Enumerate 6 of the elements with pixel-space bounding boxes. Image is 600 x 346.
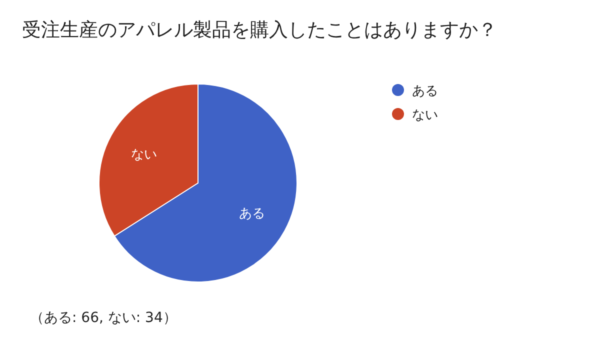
chart-title: 受注生産のアパレル製品を購入したことはありますか？	[22, 19, 497, 41]
legend-label: ない	[412, 108, 438, 123]
slice-label: ない	[131, 147, 158, 162]
legend-label: ある	[412, 84, 438, 99]
slice-label: ある	[238, 206, 265, 222]
text: （ある: 66, ない: 34）	[30, 310, 177, 326]
